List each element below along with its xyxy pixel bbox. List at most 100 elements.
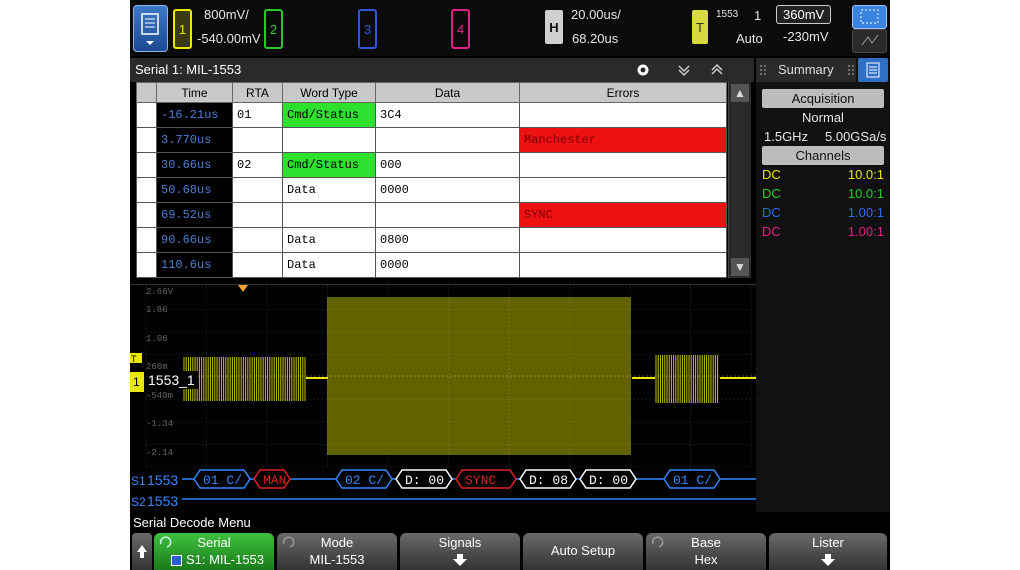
scale-label: -540m — [146, 391, 173, 401]
signal-burst — [655, 355, 719, 403]
auto-setup-label: Auto Setup — [550, 543, 616, 558]
packet-box — [335, 469, 393, 489]
rotate-knob-icon — [282, 536, 295, 548]
drag-handle-icon[interactable] — [759, 64, 767, 76]
table-row[interactable]: 90.66us Data 0800 — [136, 227, 727, 253]
scale-label: 260m — [146, 362, 168, 372]
chevron-down-icon[interactable] — [677, 63, 691, 77]
base-softkey[interactable]: Base Hex — [646, 533, 766, 570]
data-cell: 000 — [375, 152, 520, 178]
packet-box — [579, 469, 637, 489]
bandwidth: 1.5GHz — [764, 129, 809, 144]
lister-softkey[interactable]: Lister — [769, 533, 887, 570]
waveform-area[interactable]: 2.66V 1.86 1.06 260m -540m -1.34 -2.14 T… — [130, 284, 756, 513]
scale-label: 2.66V — [146, 287, 174, 297]
channel-3-button[interactable]: 3 — [358, 9, 377, 49]
chevron-up-icon[interactable] — [710, 63, 724, 77]
trigger-level-marker[interactable] — [130, 353, 142, 363]
row-index — [136, 127, 157, 153]
channel-2-button[interactable]: 2 — [264, 9, 283, 49]
trigger-level-text: T — [131, 354, 137, 364]
drag-handle-icon[interactable] — [847, 64, 855, 76]
trigger-button[interactable]: T — [692, 10, 708, 44]
data-cell — [375, 127, 520, 153]
packet-box — [253, 469, 291, 489]
data-cell: 0800 — [375, 227, 520, 253]
back-button[interactable] — [132, 533, 152, 570]
scroll-up-icon[interactable]: ▲ — [731, 84, 749, 102]
channel-coupling: DC — [762, 224, 781, 239]
sample-rate: 5.00GSa/s — [825, 129, 887, 144]
oscilloscope-display: 1 800mV/ -540.00mV 2 3 4 H 20.00us/ 68.2… — [130, 0, 890, 570]
panel-menu-button[interactable] — [858, 58, 888, 82]
packet-label: MAN — [263, 473, 286, 488]
list-icon — [866, 62, 880, 78]
channel-1-marker-text: 1 — [133, 375, 140, 389]
scale-label: -2.14 — [146, 448, 173, 458]
channel-1-scale: 800mV/ — [204, 7, 249, 22]
auto-setup-softkey[interactable]: Auto Setup — [523, 533, 643, 570]
summary-tab[interactable]: Summary — [756, 58, 856, 82]
channels-header: Channels — [762, 146, 884, 165]
rta-cell — [232, 202, 283, 228]
error-cell — [519, 177, 727, 203]
main-menu-button[interactable] — [133, 5, 168, 52]
table-row[interactable]: -16.21us 01 Cmd/Status 3C4 — [136, 102, 727, 128]
packet-box — [193, 469, 251, 489]
time-cell: 3.770us — [156, 127, 233, 153]
submenu-arrow-icon — [821, 554, 835, 566]
scale-label: -1.34 — [146, 419, 173, 429]
zoom-box-button[interactable] — [852, 5, 887, 29]
channel-1-offset: -540.00mV — [197, 31, 261, 46]
table-row[interactable]: 110.6us Data 0000 — [136, 252, 727, 278]
signal-burst — [327, 297, 631, 455]
column-header-rta: RTA — [232, 82, 283, 103]
serial-softkey[interactable]: Serial S1: MIL-1553 — [154, 533, 274, 570]
row-index — [136, 202, 157, 228]
channel-coupling: DC — [762, 186, 781, 201]
scroll-down-icon[interactable]: ▼ — [731, 258, 749, 276]
lister-panel: Serial 1: MIL-1553 Time RTA Word Type Da… — [130, 58, 754, 280]
probe-ratio: 1.00:1 — [847, 224, 884, 239]
packet-box — [519, 469, 577, 489]
channel-4-button[interactable]: 4 — [451, 9, 470, 49]
table-row[interactable]: 69.52us SYNC — [136, 202, 727, 228]
trigger-position-marker[interactable] — [238, 285, 248, 292]
lister-scrollbar[interactable]: ▲ ▼ — [728, 82, 751, 278]
mode-softkey-value: MIL-1553 — [309, 552, 365, 567]
bus-2-label: 1553 — [147, 493, 178, 509]
signal-burst — [183, 357, 306, 401]
mode-softkey[interactable]: Mode MIL-1553 — [277, 533, 397, 570]
channel-4-summary: DC 1.00:1 — [762, 222, 884, 241]
trace-label: 1553_1 — [148, 372, 195, 388]
channel-1-ground-marker[interactable] — [130, 372, 144, 392]
signals-softkey[interactable]: Signals — [400, 533, 520, 570]
channel-2-number: 2 — [269, 21, 278, 37]
trigger-mode: Auto — [736, 31, 763, 46]
rta-cell: 01 — [232, 102, 283, 128]
word-type-cell: Cmd/Status — [282, 102, 376, 128]
data-cell — [375, 202, 520, 228]
menu-title: Serial Decode Menu — [133, 515, 251, 530]
column-header-data: Data — [375, 82, 520, 103]
channel-1-button[interactable]: 1 — [173, 9, 192, 49]
error-cell: Manchester — [519, 127, 727, 153]
channel-3-summary: DC 1.00:1 — [762, 203, 884, 222]
table-row[interactable]: 3.770us Manchester — [136, 127, 727, 153]
zoom-wave-button[interactable] — [852, 29, 887, 53]
trigger-label: T — [696, 19, 704, 35]
menu-icon — [141, 13, 159, 45]
trigger-channel: 1 — [754, 8, 762, 23]
gear-icon[interactable] — [636, 63, 650, 77]
acquisition-header: Acquisition — [762, 89, 884, 108]
serial-softkey-value: S1: MIL-1553 — [185, 552, 265, 567]
trigger-level[interactable]: 360mV — [776, 5, 832, 24]
column-header-index — [136, 82, 157, 103]
probe-ratio: 10.0:1 — [847, 186, 884, 201]
packet-box — [663, 469, 721, 489]
table-row[interactable]: 50.68us Data 0000 — [136, 177, 727, 203]
table-row[interactable]: 30.66us 02 Cmd/Status 000 — [136, 152, 727, 178]
probe-ratio: 10.0:1 — [847, 167, 884, 182]
bus-1-label: 1553 — [147, 472, 178, 488]
horizontal-button[interactable]: H — [545, 10, 563, 44]
